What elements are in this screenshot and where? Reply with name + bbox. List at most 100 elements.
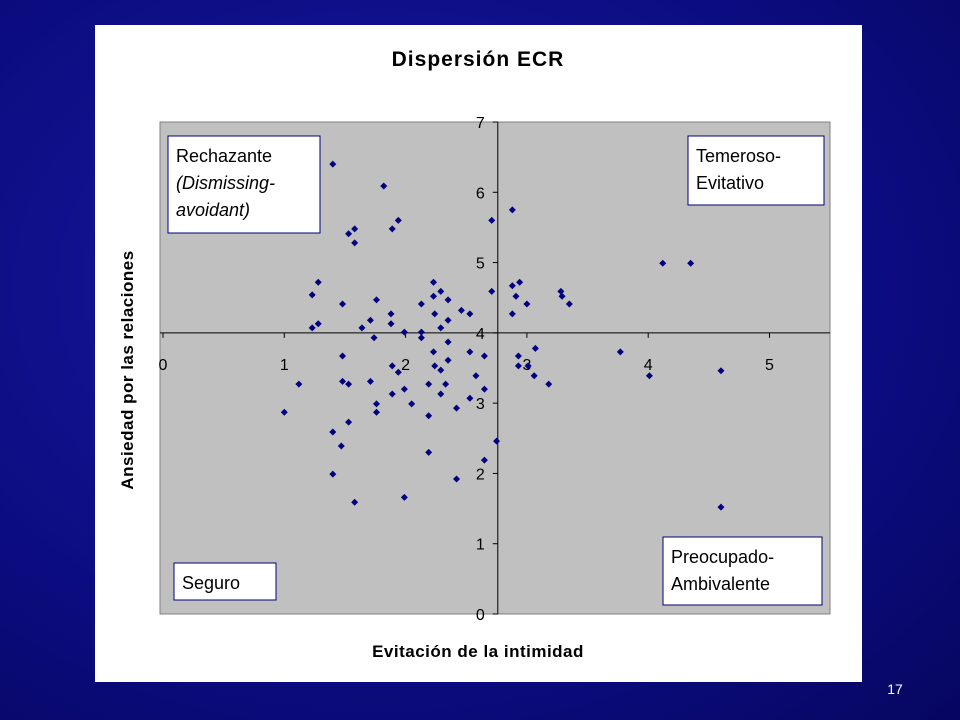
- page-number: 17: [887, 681, 903, 697]
- annotation-text: Rechazante: [176, 146, 272, 166]
- data-point: [425, 380, 433, 388]
- data-point: [472, 372, 480, 380]
- data-point: [645, 372, 653, 380]
- data-point: [466, 348, 474, 356]
- data-point: [530, 372, 538, 380]
- data-point: [514, 362, 522, 370]
- data-point: [400, 328, 408, 336]
- data-point: [314, 320, 322, 328]
- data-point: [337, 442, 345, 450]
- y-axis-label: Ansiedad por las relaciones: [118, 250, 137, 489]
- data-point: [417, 328, 425, 336]
- annotation-text: Evitativo: [696, 173, 764, 193]
- data-point: [493, 437, 501, 445]
- data-point: [557, 287, 565, 295]
- data-point: [444, 296, 452, 304]
- data-point: [280, 408, 288, 416]
- data-point: [351, 239, 359, 247]
- data-point: [508, 310, 516, 318]
- data-point: [308, 324, 316, 332]
- data-point: [488, 287, 496, 295]
- data-point: [339, 300, 347, 308]
- data-point: [442, 380, 450, 388]
- data-point: [480, 385, 488, 393]
- data-point: [345, 418, 353, 426]
- data-point: [717, 503, 725, 511]
- data-point: [508, 282, 516, 290]
- data-point: [444, 338, 452, 346]
- data-point: [437, 287, 445, 295]
- annotation-box: [687, 135, 825, 206]
- data-point: [372, 296, 380, 304]
- data-point: [329, 428, 337, 436]
- data-point: [444, 356, 452, 364]
- data-point: [453, 475, 461, 483]
- x-tick-label: 4: [644, 357, 653, 374]
- data-point: [453, 404, 461, 412]
- x-tick-label: 0: [159, 357, 168, 374]
- data-point: [345, 380, 353, 388]
- data-point: [565, 300, 573, 308]
- data-point: [659, 259, 667, 267]
- y-tick-label: 4: [476, 326, 485, 343]
- y-tick-label: 2: [476, 466, 485, 483]
- data-point: [514, 352, 522, 360]
- annotation-text: Temeroso-: [696, 146, 781, 166]
- annotation-text: Preocupado-: [671, 547, 774, 567]
- data-point: [372, 400, 380, 408]
- annotation-box: [173, 562, 277, 601]
- data-point: [524, 362, 532, 370]
- data-point: [417, 300, 425, 308]
- data-point: [466, 394, 474, 402]
- data-point: [370, 334, 378, 342]
- data-point: [431, 362, 439, 370]
- data-point: [387, 320, 395, 328]
- data-point: [437, 324, 445, 332]
- y-tick-label: 3: [476, 396, 485, 413]
- data-point: [314, 278, 322, 286]
- data-point: [388, 390, 396, 398]
- data-point: [444, 316, 452, 324]
- data-point: [394, 368, 402, 376]
- data-point: [380, 182, 388, 190]
- annotation-box: [662, 536, 823, 606]
- data-point: [329, 160, 337, 168]
- data-point: [345, 230, 353, 238]
- data-point: [408, 400, 416, 408]
- data-point: [717, 367, 725, 375]
- data-point: [351, 225, 359, 233]
- data-point: [400, 493, 408, 501]
- data-point: [329, 470, 337, 478]
- data-point: [480, 352, 488, 360]
- annotation-text: Seguro: [182, 573, 240, 593]
- y-tick-label: 0: [476, 607, 485, 624]
- data-point: [425, 412, 433, 420]
- data-point: [387, 310, 395, 318]
- data-point: [388, 362, 396, 370]
- y-tick-label: 6: [476, 185, 485, 202]
- data-point: [488, 216, 496, 224]
- data-point: [508, 206, 516, 214]
- data-point: [295, 380, 303, 388]
- annotation-text: (Dismissing-: [176, 173, 275, 193]
- data-point: [429, 348, 437, 356]
- data-point: [523, 300, 531, 308]
- data-point: [339, 352, 347, 360]
- y-tick-label: 5: [476, 256, 485, 273]
- data-point: [366, 316, 374, 324]
- data-point: [457, 306, 465, 314]
- data-point: [512, 292, 520, 300]
- data-point: [466, 310, 474, 318]
- x-axis-label: Evitación de la intimidad: [372, 642, 584, 661]
- data-point: [616, 348, 624, 356]
- data-point: [372, 408, 380, 416]
- data-point: [388, 225, 396, 233]
- data-point: [437, 390, 445, 398]
- data-point: [358, 324, 366, 332]
- annotation-text: avoidant): [176, 200, 250, 220]
- data-point: [308, 291, 316, 299]
- data-point: [516, 278, 524, 286]
- annotation-text: Ambivalente: [671, 574, 770, 594]
